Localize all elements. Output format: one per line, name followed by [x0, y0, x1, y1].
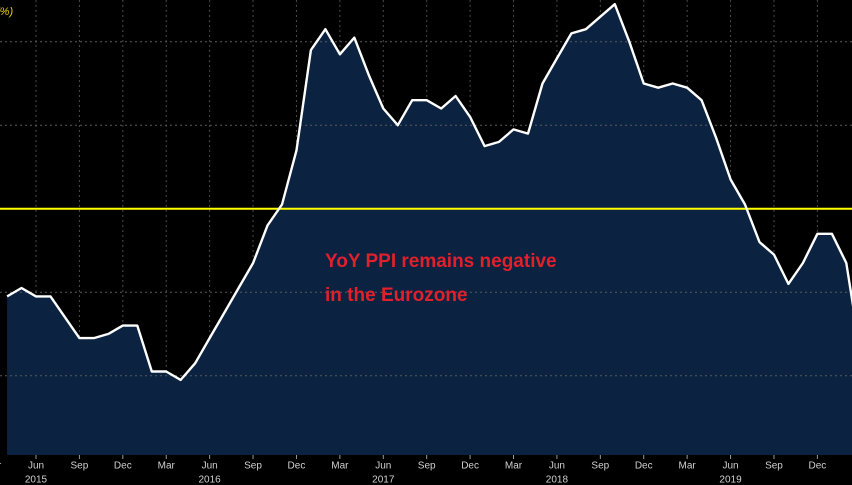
area-fill	[7, 4, 852, 455]
year-label: 2017	[372, 475, 395, 485]
x-tick-label: Mar	[331, 461, 349, 472]
x-tick-label: Jun	[28, 461, 44, 472]
x-tick-label: Mar	[505, 461, 523, 472]
x-tick-label: Dec	[808, 461, 826, 472]
x-tick-label: Sep	[591, 461, 609, 472]
year-label: 2016	[199, 475, 222, 485]
year-label: 2015	[25, 475, 48, 485]
x-tick-label: Mar	[158, 461, 176, 472]
x-tick-label: Mar	[0, 461, 2, 472]
year-label: 2019	[719, 475, 742, 485]
annotation: YoY PPI remains negative	[325, 251, 557, 272]
x-tick-label: Dec	[461, 461, 479, 472]
plot-area	[0, 0, 852, 455]
x-tick-label: Jun	[202, 461, 218, 472]
x-tick-label: Jun	[549, 461, 565, 472]
y-axis-label: (%)	[0, 6, 13, 18]
x-tick-label: Jun	[375, 461, 391, 472]
x-tick-label: Sep	[244, 461, 262, 472]
annotation: in the Eurozone	[325, 285, 468, 306]
x-tick-label: Sep	[71, 461, 89, 472]
x-tick-label: Mar	[679, 461, 697, 472]
x-tick-label: Sep	[418, 461, 436, 472]
x-tick-label: Dec	[288, 461, 306, 472]
x-tick-label: Dec	[635, 461, 653, 472]
x-tick-label: Dec	[114, 461, 132, 472]
series-line	[6, 3, 852, 382]
x-tick-label: Sep	[765, 461, 783, 472]
x-tick-label: Jun	[722, 461, 738, 472]
year-label: 2018	[546, 475, 569, 485]
